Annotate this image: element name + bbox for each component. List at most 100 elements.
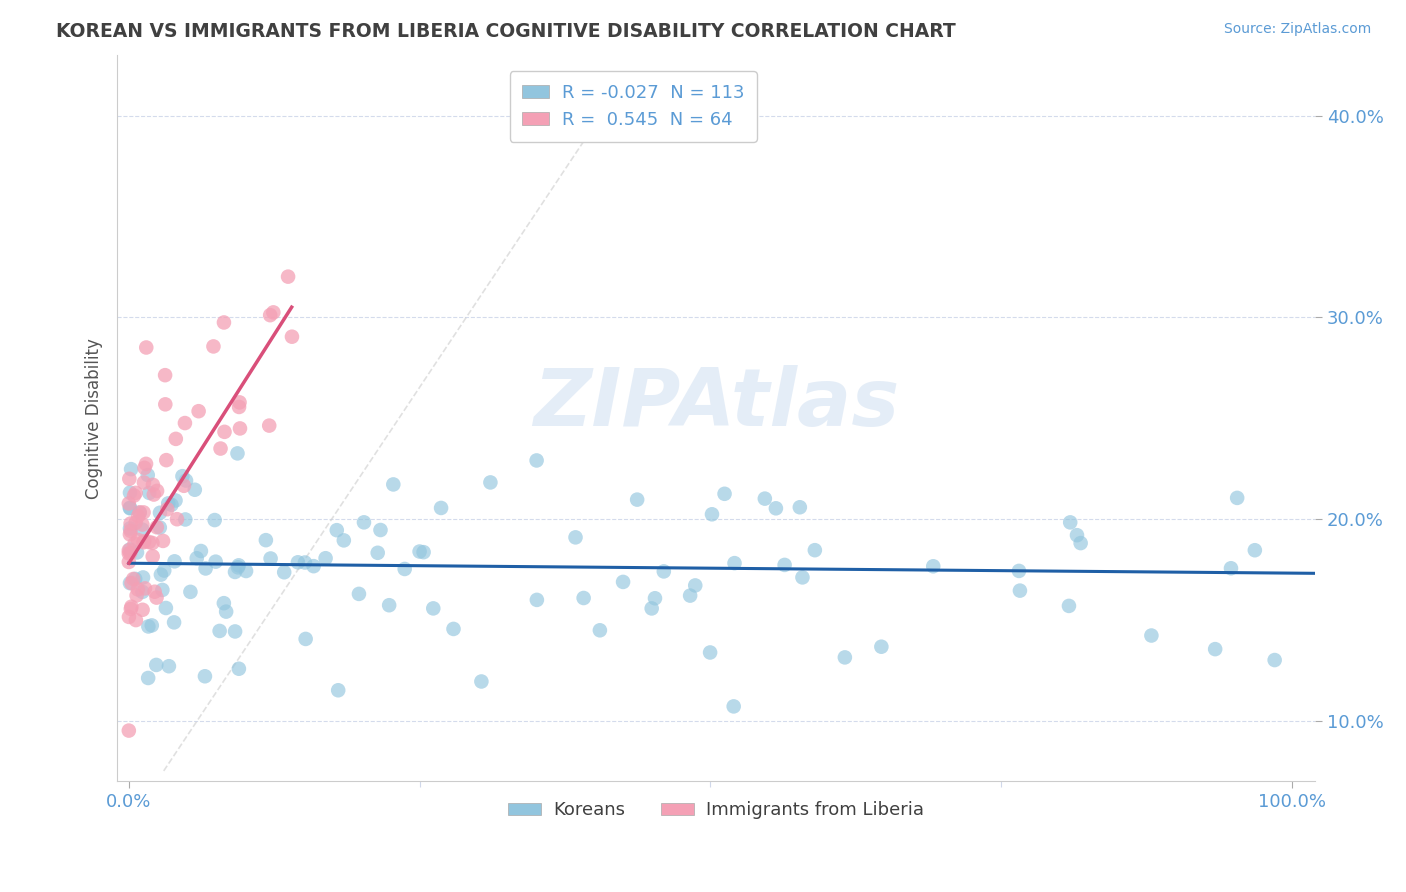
Point — [134, 582, 156, 596]
Point — [143, 584, 166, 599]
Point — [149, 520, 172, 534]
Point — [120, 516, 142, 531]
Point — [146, 483, 169, 498]
Point — [118, 501, 141, 516]
Point — [142, 549, 165, 564]
Point — [209, 442, 232, 456]
Point — [589, 624, 612, 638]
Point — [1008, 583, 1031, 598]
Point — [204, 555, 226, 569]
Point — [378, 599, 401, 613]
Text: Source: ZipAtlas.com: Source: ZipAtlas.com — [1223, 22, 1371, 37]
Point — [277, 269, 299, 284]
Point — [228, 558, 250, 573]
Point — [328, 683, 350, 698]
Point — [870, 640, 893, 654]
Point — [174, 512, 197, 526]
Point — [120, 462, 142, 476]
Point — [124, 572, 146, 586]
Point — [173, 479, 195, 493]
Point — [228, 662, 250, 676]
Point — [408, 544, 430, 558]
Point — [136, 671, 159, 685]
Point — [166, 512, 188, 526]
Point — [118, 527, 141, 541]
Point — [138, 619, 160, 633]
Point — [1057, 599, 1080, 613]
Point — [118, 521, 141, 535]
Point — [382, 477, 405, 491]
Point — [146, 520, 169, 534]
Point — [834, 650, 856, 665]
Point — [294, 556, 316, 570]
Point — [259, 551, 281, 566]
Point — [1066, 528, 1088, 542]
Point — [224, 565, 246, 579]
Point — [135, 341, 157, 355]
Point — [422, 601, 444, 615]
Point — [153, 368, 176, 383]
Point — [174, 416, 197, 430]
Point — [179, 585, 201, 599]
Point — [118, 472, 141, 486]
Point — [723, 556, 745, 570]
Point — [294, 632, 316, 646]
Point — [187, 404, 209, 418]
Point — [353, 516, 375, 530]
Point — [572, 591, 595, 605]
Point — [765, 501, 787, 516]
Point — [120, 602, 142, 616]
Point — [1008, 564, 1031, 578]
Point — [128, 506, 150, 520]
Point — [125, 516, 148, 530]
Point — [125, 613, 148, 627]
Point — [789, 500, 811, 515]
Point — [804, 543, 827, 558]
Point — [564, 530, 586, 544]
Point — [155, 601, 177, 615]
Point — [153, 564, 176, 578]
Point — [194, 669, 217, 683]
Point — [118, 485, 141, 500]
Text: ZIPAtlas: ZIPAtlas — [533, 365, 900, 442]
Point — [118, 576, 141, 591]
Point — [443, 622, 465, 636]
Point — [412, 545, 434, 559]
Point — [141, 618, 163, 632]
Point — [157, 659, 180, 673]
Point — [145, 591, 167, 605]
Point — [122, 572, 145, 586]
Point — [347, 587, 370, 601]
Point — [124, 537, 146, 551]
Point — [135, 457, 157, 471]
Point — [149, 567, 172, 582]
Point — [214, 425, 236, 439]
Point — [132, 535, 155, 549]
Point — [215, 605, 238, 619]
Point — [1204, 642, 1226, 657]
Point — [118, 546, 141, 560]
Point — [922, 559, 945, 574]
Point — [127, 582, 149, 597]
Point — [121, 576, 143, 591]
Point — [204, 513, 226, 527]
Point — [1220, 561, 1243, 575]
Point — [1140, 628, 1163, 642]
Point — [120, 524, 142, 538]
Point — [1226, 491, 1249, 505]
Point — [644, 591, 666, 606]
Point — [792, 570, 814, 584]
Point — [526, 453, 548, 467]
Point — [132, 505, 155, 519]
Point — [262, 305, 284, 319]
Y-axis label: Cognitive Disability: Cognitive Disability — [86, 338, 103, 499]
Point — [120, 546, 142, 560]
Point — [165, 493, 187, 508]
Point — [134, 534, 156, 549]
Point — [226, 560, 249, 574]
Point — [228, 395, 250, 409]
Point — [470, 674, 492, 689]
Point — [652, 565, 675, 579]
Point — [1264, 653, 1286, 667]
Point — [136, 468, 159, 483]
